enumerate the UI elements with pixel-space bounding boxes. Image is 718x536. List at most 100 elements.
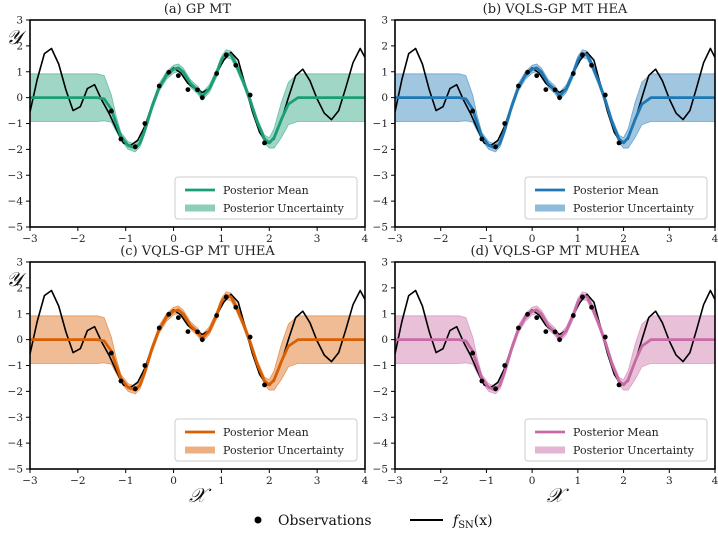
legend-mean-label: Posterior Mean	[223, 426, 309, 439]
chart-title: (b) VQLS-GP MT HEA	[483, 2, 628, 17]
x-tick-label: −3	[387, 233, 402, 245]
observation-point	[247, 334, 253, 340]
observation-point	[502, 121, 508, 126]
x-tick-label: 4	[712, 475, 718, 487]
observation-point	[534, 73, 540, 79]
y-tick-label: −3	[8, 170, 23, 182]
observation-point	[233, 304, 239, 310]
y-tick-label: −5	[373, 222, 388, 234]
observation-point	[262, 382, 267, 388]
legend-uncertainty-label: Posterior Uncertainty	[223, 202, 345, 215]
x-tick-label: 1	[575, 233, 582, 245]
x-tick-label: −2	[433, 475, 448, 487]
uncertainty-band	[30, 49, 365, 153]
observation-point	[195, 329, 200, 335]
observation-point	[589, 304, 594, 310]
legend-uncertainty-label: Posterior Uncertainty	[573, 444, 695, 457]
y-tick-label: 1	[381, 308, 388, 320]
y-tick-label: −2	[373, 386, 388, 398]
observation-point	[516, 325, 521, 331]
y-tick-label: 3	[16, 15, 23, 27]
uncertainty-band	[395, 291, 715, 395]
observation-point	[118, 378, 124, 384]
y-tick-label: −3	[8, 412, 23, 424]
y-tick-label: 2	[381, 40, 388, 52]
y-tick-label: −2	[373, 144, 388, 156]
y-tick-label: 2	[16, 40, 23, 52]
y-tick-label: −5	[373, 464, 388, 476]
observation-point	[525, 69, 530, 75]
legend-observations-label: Observations	[278, 513, 372, 529]
observation-point	[470, 108, 476, 114]
observation-point	[534, 315, 540, 321]
x-tick-label: 0	[170, 233, 177, 245]
y-tick-label: 2	[16, 282, 23, 294]
observation-point	[493, 144, 498, 150]
x-tick-label: 3	[666, 475, 673, 487]
y-tick-label: −4	[8, 438, 24, 450]
x-tick-label: −3	[387, 475, 402, 487]
y-axis-label: 𝒴	[6, 267, 27, 291]
y-tick-label: −4	[373, 438, 389, 450]
observation-point	[262, 140, 267, 146]
chart-title: (a) GP MT	[164, 2, 232, 17]
x-tick-label: 3	[666, 233, 673, 245]
observation-point	[543, 87, 549, 93]
x-tick-label: −1	[118, 233, 133, 245]
legend-box	[524, 176, 708, 220]
observation-point	[516, 83, 521, 89]
y-axis-label: 𝒴	[6, 25, 27, 49]
observation-point	[166, 311, 172, 317]
x-tick-label: −1	[118, 475, 133, 487]
y-tick-label: 0	[16, 334, 23, 346]
y-tick-label: 1	[16, 308, 23, 320]
x-tick-label: 1	[218, 233, 225, 245]
observation-point	[552, 329, 558, 335]
observation-point	[470, 350, 476, 356]
x-tick-label: 0	[170, 475, 177, 487]
x-tick-label: −2	[70, 233, 85, 245]
observation-point	[479, 136, 485, 142]
y-tick-label: 3	[381, 15, 388, 27]
y-tick-label: −3	[373, 170, 388, 182]
observation-point	[589, 62, 594, 68]
y-tick-label: −5	[8, 222, 23, 234]
x-tick-label: 1	[218, 475, 225, 487]
y-tick-label: 3	[381, 257, 388, 269]
legend-uncertainty-label: Posterior Uncertainty	[573, 202, 695, 215]
x-tick-label: 4	[712, 233, 718, 245]
observation-point	[185, 87, 191, 93]
observation-point	[557, 95, 562, 101]
observation-point	[185, 329, 191, 335]
observation-point	[142, 121, 148, 126]
legend-mean-label: Posterior Mean	[223, 184, 309, 197]
observation-point	[214, 313, 220, 318]
plot-area	[30, 289, 365, 395]
y-tick-label: −1	[373, 360, 388, 372]
legend-mean-label: Posterior Mean	[573, 426, 659, 439]
y-tick-label: −3	[373, 412, 388, 424]
y-tick-label: 1	[381, 66, 388, 78]
observation-point	[166, 69, 172, 75]
x-tick-label: −1	[479, 233, 494, 245]
observation-point	[108, 350, 114, 356]
observation-point	[175, 73, 181, 79]
observation-point	[479, 378, 485, 384]
observation-point	[199, 337, 205, 343]
uncertainty-band	[395, 49, 715, 153]
figure-legend: Observations fSN(x)	[254, 513, 493, 531]
y-tick-label: −1	[373, 118, 388, 130]
observation-point	[570, 313, 576, 318]
chart-title: (d) VQLS-GP MT MUHEA	[471, 244, 641, 259]
observation-point	[580, 52, 585, 58]
legend-box	[524, 418, 708, 462]
legend-box	[174, 176, 358, 220]
y-tick-label: −4	[373, 196, 389, 208]
x-tick-label: 0	[529, 233, 536, 245]
legend-true-function-label: fSN(x)	[452, 513, 493, 531]
x-tick-label: −2	[70, 475, 85, 487]
legend-observation-marker	[254, 516, 262, 524]
observation-point	[195, 87, 200, 93]
